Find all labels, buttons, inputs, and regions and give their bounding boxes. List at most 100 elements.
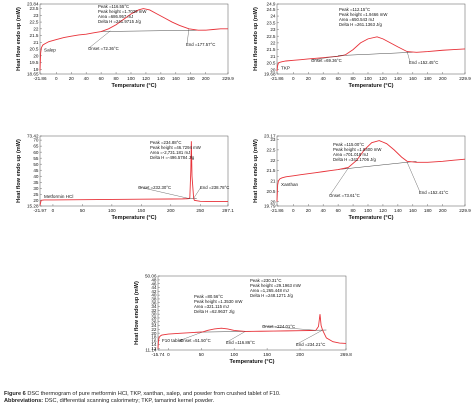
y-tick-label: 24 xyxy=(151,323,157,328)
y-tick-label: 16 xyxy=(151,338,157,343)
y-tick-label: 24.9 xyxy=(267,2,276,7)
x-tick-label: -21.97 xyxy=(33,208,46,213)
onset-annotation: Onset =69.36°C xyxy=(311,58,342,63)
peak-annotation: Area =686.957 mJ xyxy=(98,14,133,19)
x-tick-label: 150 xyxy=(263,352,271,357)
y-tick-label: 20.5 xyxy=(267,189,276,194)
end-annotation: End =238.78°C xyxy=(200,185,229,190)
plot-frame xyxy=(276,135,466,207)
y-tick-label: 20 xyxy=(270,67,276,72)
y-axis-label: Heat flow endo up (mW) xyxy=(253,7,259,71)
y-tick-label: 42 xyxy=(151,289,157,294)
x-tick-label: 140 xyxy=(394,208,402,213)
peak2-annotation: Area =1,265.448 mJ xyxy=(250,288,289,293)
y-tick-label: 20 xyxy=(270,199,276,204)
y-tick-label: 23.5 xyxy=(30,6,39,11)
sample-label: TKP xyxy=(281,66,290,71)
x-tick-label: 40 xyxy=(84,76,90,81)
peak-annotation: Delta H =241.9715 J/g xyxy=(98,19,141,24)
y-tick-label: 19.5 xyxy=(30,60,39,65)
x-tick-label: 50 xyxy=(80,208,86,213)
x-tick-label: 80 xyxy=(114,76,120,81)
x-tick-label: 160 xyxy=(409,208,417,213)
end-annotation-leader xyxy=(406,162,421,193)
peak-annotation: Peak height =1.7039 mW xyxy=(98,9,147,14)
x-tick-label: 150 xyxy=(137,208,145,213)
end-annotation-leader xyxy=(406,51,411,63)
plot-frame xyxy=(276,3,466,75)
end-annotation-leader xyxy=(193,186,202,199)
dsc-curve xyxy=(39,8,228,71)
x-tick-label: -21.86 xyxy=(33,76,46,81)
end2-annotation: End =234.21°C xyxy=(296,342,325,347)
y-tick-label: 22.5 xyxy=(30,20,39,25)
y-tick-label: 11.14 xyxy=(145,348,157,353)
x-tick-label: 50 xyxy=(199,352,205,357)
x-tick-label: 120 xyxy=(142,76,150,81)
panel-f10-tablet: 11.1412141618202224262830323436384042444… xyxy=(134,274,352,365)
figure-label: Figure 6 xyxy=(4,391,26,397)
peak-annotation: Delta H =-496.5784 J/g xyxy=(150,155,195,160)
y-tick-label: 18 xyxy=(151,335,157,340)
x-tick-label: 100 xyxy=(364,76,372,81)
onset-annotation: Onset =72.36°C xyxy=(88,46,119,51)
y-tick-label: 70 xyxy=(33,138,39,143)
y-tick-label: 50 xyxy=(33,162,39,167)
y-tick-label: 28 xyxy=(151,316,157,321)
peak-annotation: Peak height =1.9466 mW xyxy=(339,12,388,17)
y-tick-label: 45 xyxy=(33,168,39,173)
x-tick-label: 0 xyxy=(55,76,58,81)
x-tick-label: 60 xyxy=(99,76,105,81)
plot-frame xyxy=(157,275,347,351)
end2-annotation-leader xyxy=(296,329,323,345)
y-tick-label: 23 xyxy=(270,137,276,142)
x-tick-label: -21.86 xyxy=(270,76,283,81)
peak-annotation: Peak height =1.8400 mW xyxy=(333,147,382,152)
y-tick-label: 35 xyxy=(33,180,39,185)
y-tick-label: 25 xyxy=(33,192,39,197)
x-tick-label: 0 xyxy=(292,208,295,213)
figure-caption: Figure 6 DSC thermogram of pure metformi… xyxy=(4,391,470,405)
abbreviations-text: DSC, differential scanning calorimetry; … xyxy=(44,398,215,404)
y-tick-label: 21.5 xyxy=(30,33,39,38)
peak2-annotation: Delta H =248.1271 J/g xyxy=(250,293,293,298)
x-tick-label: 0 xyxy=(292,76,295,81)
y-tick-label: 23 xyxy=(33,13,39,18)
y-tick-label: 22 xyxy=(270,158,276,163)
y-tick-label: 40 xyxy=(151,293,157,298)
sample-label: Xanthan xyxy=(281,182,299,187)
peak-annotation: Delta H =341.1706 J/g xyxy=(333,157,376,162)
onset-annotation: Onset =232.30°C xyxy=(138,185,171,190)
dsc-curve xyxy=(276,36,466,72)
peak-annotation: Delta H =261.1363 J/g xyxy=(339,22,382,27)
y-tick-label: 22 xyxy=(151,327,157,332)
baseline-line xyxy=(101,29,206,32)
peak-annotation: Peak height =46.7294 mW xyxy=(150,145,202,150)
y-tick-label: 34 xyxy=(151,304,157,309)
y-tick-label: 48 xyxy=(151,278,157,283)
y-tick-label: 24.5 xyxy=(267,7,276,12)
x-axis-label: Temperature (°C) xyxy=(348,83,393,89)
y-tick-label: 50.06 xyxy=(145,274,157,279)
abbreviations-label: Abbreviations: xyxy=(4,398,44,404)
onset1-annotation-leader xyxy=(180,331,203,341)
x-axis-label: Temperature (°C) xyxy=(348,215,393,221)
y-axis-label: Heat flow endo up (mW) xyxy=(253,139,259,203)
y-tick-label: 38 xyxy=(151,297,157,302)
figure-text: DSC thermogram of pure metformin HCl, TK… xyxy=(27,391,281,397)
y-tick-label: 21 xyxy=(33,40,39,45)
y-tick-label: 22 xyxy=(270,40,276,45)
x-tick-label: 140 xyxy=(157,76,165,81)
x-tick-label: 180 xyxy=(187,76,195,81)
y-tick-label: 23.84 xyxy=(27,2,39,7)
onset-annotation-leader xyxy=(88,30,111,49)
y-tick-label: 23.17 xyxy=(264,134,276,139)
x-tick-label: 80 xyxy=(351,208,357,213)
y-axis-label: Heat flow endo up (mW) xyxy=(134,281,140,345)
y-tick-label: 22.5 xyxy=(267,34,276,39)
peak-annotation: Area =650.543 mJ xyxy=(339,17,374,22)
peak-annotation: Peak =112.15°C xyxy=(339,7,370,12)
x-tick-label: 100 xyxy=(230,352,238,357)
y-tick-label: 21.5 xyxy=(267,47,276,52)
